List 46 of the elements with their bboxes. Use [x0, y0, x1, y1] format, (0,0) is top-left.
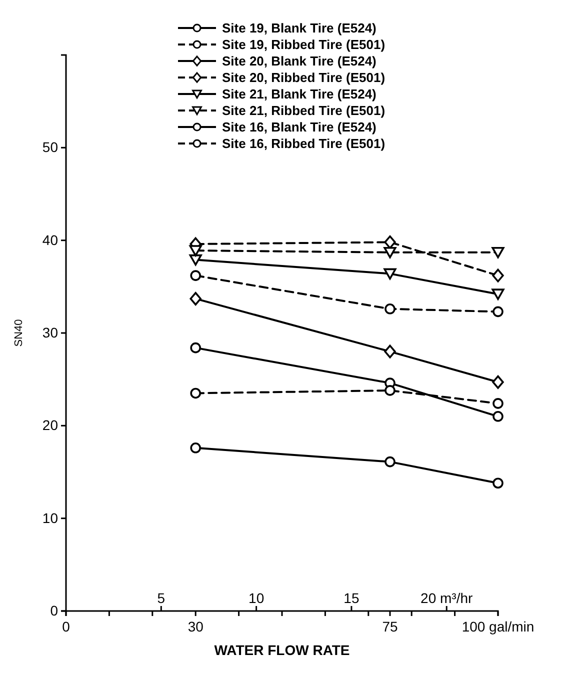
- y-tick-label: 40: [42, 232, 58, 248]
- point: [189, 254, 202, 266]
- legend-label: Site 20, Blank Tire (E524): [222, 54, 376, 69]
- point: [384, 456, 396, 468]
- point: [492, 398, 504, 409]
- x2-tick-label: 10: [248, 590, 264, 606]
- x2-tick-label: 20 m³/hr: [420, 590, 474, 606]
- legend-label: Site 19, Blank Tire (E524): [222, 20, 376, 36]
- y-tick-label: 10: [42, 510, 58, 526]
- point: [384, 344, 396, 358]
- point: [190, 442, 201, 454]
- legend-label: Site 21, Blank Tire (E524): [222, 86, 376, 102]
- point: [384, 385, 396, 396]
- point: [492, 306, 504, 318]
- y-tick-label: 0: [50, 602, 58, 618]
- legend-label: Site 19, Ribbed Tire (E501): [222, 37, 386, 52]
- x-tick-label: 30: [188, 618, 204, 635]
- point: [190, 270, 201, 281]
- point: [492, 478, 504, 489]
- x2-tick-label: 15: [344, 590, 360, 606]
- legend-label: Site 16, Ribbed Tire (E501): [222, 136, 386, 152]
- x-tick-label: 75: [382, 618, 398, 635]
- y-tick-label: 50: [42, 139, 58, 156]
- x-tick-label: 100 gal/min: [462, 618, 534, 635]
- x-tick-label: 0: [62, 618, 70, 635]
- point: [492, 268, 504, 282]
- point: [492, 411, 504, 422]
- y-axis-title: SN40: [13, 319, 25, 347]
- point: [190, 292, 202, 306]
- point: [190, 388, 201, 399]
- point: [190, 342, 201, 354]
- point: [384, 268, 396, 280]
- legend-label: Site 20, Ribbed Tire (E501): [222, 70, 386, 86]
- point: [492, 246, 504, 258]
- point: [384, 246, 396, 258]
- x-axis-title: WATER FLOW RATE: [214, 642, 350, 658]
- y-tick-label: 30: [42, 324, 58, 340]
- x2-tick-label: 5: [157, 590, 166, 606]
- point: [384, 304, 396, 314]
- y-tick-label: 20: [42, 417, 58, 434]
- legend-label: Site 21, Ribbed Tire (E501): [222, 103, 386, 118]
- point: [384, 235, 396, 249]
- point: [189, 245, 202, 256]
- point: [492, 375, 504, 389]
- point: [492, 288, 504, 300]
- legend-label: Site 16, Blank Tire (E524): [222, 120, 376, 135]
